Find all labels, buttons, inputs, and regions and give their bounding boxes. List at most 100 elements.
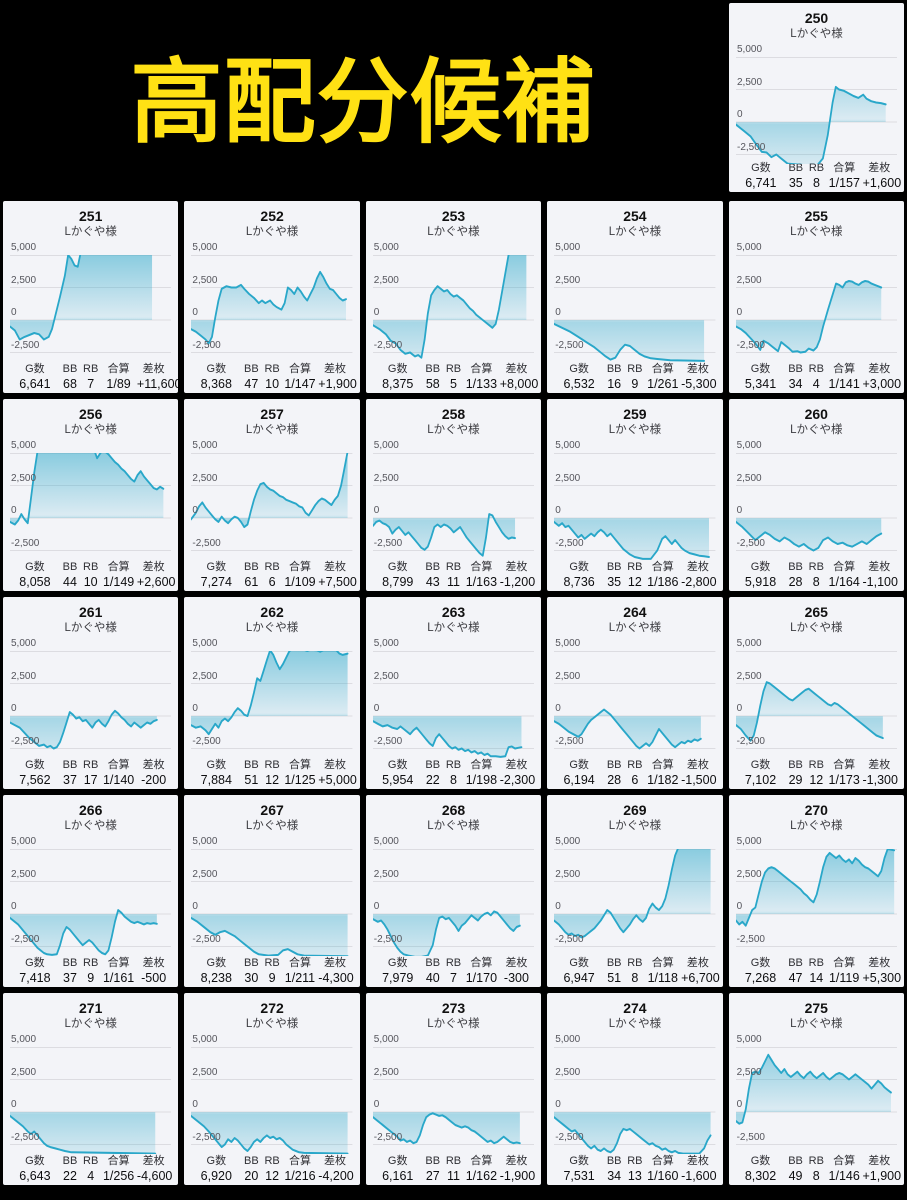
y-axis-label: 5,000 — [11, 242, 37, 253]
machine-card[interactable]: 270 Lかぐや様 5,000 2,500 0 -2,500 G数 7,268 BB 47 R… — [728, 795, 904, 987]
stat-value: -300 — [503, 971, 529, 985]
machine-card[interactable]: 266 Lかぐや様 5,000 2,500 0 -2,500 G数 7,418 BB 37 R… — [3, 795, 179, 987]
machine-card[interactable]: 259 Lかぐや様 5,000 2,500 0 -2,500 G数 8,736 BB 35 R… — [547, 399, 723, 591]
stat-col: BB 35 — [785, 161, 807, 192]
stats-row: G数 6,920 BB 20 RB 12 合算 1/216 差枚 -4,200 — [184, 1154, 359, 1185]
machine-number: 264 — [623, 604, 647, 620]
machine-card[interactable]: 274 Lかぐや様 5,000 2,500 0 -2,500 G数 7,531 BB 34 R… — [547, 993, 723, 1185]
machine-number: 255 — [804, 208, 828, 224]
machine-number: 251 — [79, 208, 103, 224]
y-axis-label: 5,000 — [373, 638, 399, 649]
stat-value: -1,900 — [499, 1169, 536, 1183]
machine-card[interactable]: 265 Lかぐや様 5,000 2,500 0 -2,500 G数 7,102 BB 29 R… — [728, 597, 904, 789]
machine-card[interactable]: 260 Lかぐや様 5,000 2,500 0 -2,500 G数 5,918 BB 28 R… — [728, 399, 904, 591]
stat-value: 40 — [425, 971, 440, 985]
y-axis-label: 5,000 — [373, 836, 399, 847]
stat-col: RB 6 — [263, 560, 282, 591]
stat-value: 6,643 — [19, 1169, 51, 1183]
stat-header: RB — [808, 363, 824, 375]
machine-card[interactable]: 255 Lかぐや様 5,000 2,500 0 -2,500 G数 5,341 BB 34 R… — [728, 201, 904, 393]
stat-header: 差枚 — [868, 1155, 891, 1167]
machine-card[interactable]: 254 Lかぐや様 5,000 2,500 0 -2,500 G数 6,532 BB 16 R… — [547, 201, 723, 393]
machine-card[interactable]: 267 Lかぐや様 5,000 2,500 0 -2,500 G数 8,238 BB 30 R… — [184, 795, 360, 987]
y-axis-label: -2,500 — [736, 1131, 765, 1143]
stat-header: 合算 — [833, 1155, 856, 1167]
stat-col: G数 8,799 — [374, 560, 422, 591]
machine-number: 260 — [804, 406, 828, 422]
y-axis-label: 5,000 — [736, 1034, 762, 1045]
y-axis-label: 2,500 — [373, 274, 399, 286]
stat-value: 7,274 — [200, 575, 232, 589]
stat-header: 合算 — [107, 561, 130, 573]
payout-chart: 5,000 2,500 0 -2,500 — [735, 637, 897, 754]
stat-value: 6,161 — [382, 1169, 414, 1183]
machine-card[interactable]: 269 Lかぐや様 5,000 2,500 0 -2,500 G数 6,947 BB 51 R… — [547, 795, 723, 987]
stat-col: G数 5,341 — [737, 362, 785, 393]
stat-col: RB 9 — [263, 956, 282, 987]
stat-col: BB 58 — [422, 362, 444, 393]
stat-col: 合算 1/162 — [463, 1154, 500, 1185]
stat-col: BB 35 — [603, 560, 625, 591]
stat-value: 8,375 — [382, 377, 414, 391]
stat-value: 58 — [425, 377, 440, 391]
machine-card[interactable]: 264 Lかぐや様 5,000 2,500 0 -2,500 G数 6,194 BB 28 R… — [547, 597, 723, 789]
stat-value: -2,300 — [499, 773, 536, 787]
stat-col: 差枚 -4,200 — [318, 1154, 353, 1185]
machine-card[interactable]: 251 Lかぐや様 5,000 2,500 0 -2,500 G数 6,641 BB 68 R… — [3, 201, 179, 393]
stat-value: +1,600 — [862, 176, 902, 190]
stat-value: +5,000 — [318, 773, 357, 787]
stat-value: 8,368 — [200, 377, 232, 391]
machine-card[interactable]: 275 Lかぐや様 5,000 2,500 0 -2,500 G数 8,302 BB 49 R… — [728, 993, 904, 1185]
y-axis-label: 5,000 — [555, 836, 581, 847]
machine-card[interactable]: 262 Lかぐや様 5,000 2,500 0 -2,500 G数 7,884 BB 51 R… — [184, 597, 360, 789]
stats-row: G数 8,368 BB 47 RB 10 合算 1/147 差枚 +1,900 — [184, 362, 359, 393]
machine-card[interactable]: 256 Lかぐや様 5,000 2,500 0 -2,500 G数 8,058 BB 44 R… — [3, 399, 179, 591]
stat-col: RB 9 — [625, 362, 644, 393]
machine-card[interactable]: 268 Lかぐや様 5,000 2,500 0 -2,500 G数 7,979 BB 40 R… — [365, 795, 542, 987]
stat-col: RB 12 — [807, 758, 826, 789]
machine-card[interactable]: 272 Lかぐや様 5,000 2,500 0 -2,500 G数 6,920 BB 20 R… — [184, 993, 360, 1185]
stat-header: BB — [606, 363, 622, 375]
machine-card[interactable]: 253 Lかぐや様 5,000 2,500 0 -2,500 G数 8,375 BB 58 R… — [365, 201, 542, 393]
stat-col: G数 8,375 — [374, 362, 422, 393]
stat-header: 差枚 — [324, 561, 347, 573]
stat-col: G数 6,532 — [555, 362, 603, 393]
stat-value: +1,900 — [318, 377, 357, 391]
stat-col: RB 8 — [444, 758, 463, 789]
machine-card[interactable]: 271 Lかぐや様 5,000 2,500 0 -2,500 G数 6,643 BB 22 R… — [3, 993, 179, 1185]
stat-header: 差枚 — [142, 561, 165, 573]
payout-chart: 5,000 2,500 0 -2,500 — [372, 1033, 535, 1150]
machine-card[interactable]: 273 Lかぐや様 5,000 2,500 0 -2,500 G数 6,161 BB 27 R… — [365, 993, 542, 1185]
machine-card[interactable]: 252 Lかぐや様 5,000 2,500 0 -2,500 G数 8,368 BB 47 R… — [184, 201, 360, 393]
stat-header: 差枚 — [324, 759, 347, 771]
machine-card[interactable]: 250 Lかぐや様 5,000 2,500 0 -2,500 G数 6,741 BB 35 R… — [729, 3, 904, 192]
machine-card[interactable]: 261 Lかぐや様 5,000 2,500 0 -2,500 G数 7,562 BB 37 R… — [3, 597, 179, 789]
stat-value: 51 — [244, 773, 259, 787]
machine-card[interactable]: 258 Lかぐや様 5,000 2,500 0 -2,500 G数 8,799 BB 43 R… — [365, 399, 542, 591]
stat-header: 合算 — [833, 162, 856, 174]
stat-col: G数 7,562 — [11, 758, 59, 789]
stat-value: -1,200 — [499, 575, 536, 589]
stat-header: 差枚 — [142, 363, 165, 375]
machine-card[interactable]: 257 Lかぐや様 5,000 2,500 0 -2,500 G数 7,274 BB 61 R… — [184, 399, 360, 591]
stat-header: 合算 — [651, 957, 674, 969]
stats-row: G数 8,736 BB 35 RB 12 合算 1/186 差枚 -2,800 — [547, 560, 722, 591]
y-axis-label: -2,500 — [555, 537, 584, 549]
payout-chart: 5,000 2,500 0 -2,500 — [191, 241, 353, 358]
stat-col: BB 29 — [784, 758, 806, 789]
stat-col: 合算 1/173 — [826, 758, 863, 789]
stat-col: BB 28 — [784, 560, 806, 591]
stat-header: 差枚 — [686, 1155, 709, 1167]
y-axis-label: -2,500 — [11, 339, 40, 351]
y-axis-label: 5,000 — [11, 1034, 37, 1045]
machine-card[interactable]: 263 Lかぐや様 5,000 2,500 0 -2,500 G数 5,954 BB 22 R… — [365, 597, 542, 789]
stat-col: RB 9 — [81, 956, 100, 987]
stat-header: 差枚 — [868, 363, 891, 375]
y-axis-label: 0 — [736, 1099, 743, 1110]
stat-value: 1/149 — [102, 575, 135, 589]
machine-number: 271 — [79, 1000, 103, 1016]
stats-row: G数 8,799 BB 43 RB 11 合算 1/163 差枚 -1,200 — [366, 560, 541, 591]
stat-col: G数 5,954 — [374, 758, 422, 789]
machine-number: 259 — [623, 406, 647, 422]
stat-col: BB 20 — [240, 1154, 262, 1185]
